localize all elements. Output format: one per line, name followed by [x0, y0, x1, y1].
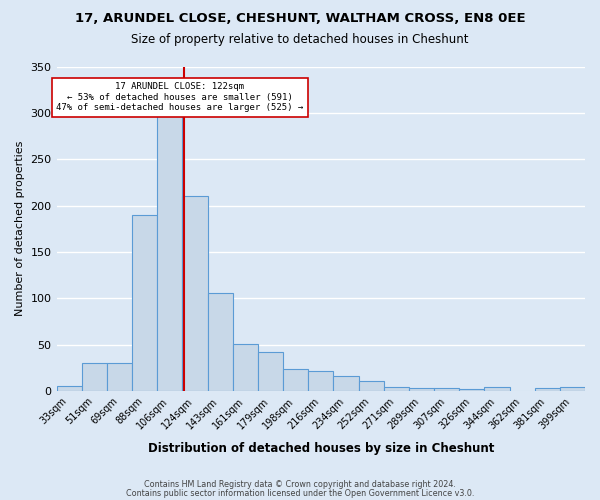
Bar	[409, 388, 434, 391]
Bar	[283, 369, 308, 391]
X-axis label: Distribution of detached houses by size in Cheshunt: Distribution of detached houses by size …	[148, 442, 494, 455]
Bar	[560, 388, 585, 391]
Bar	[484, 388, 509, 391]
Text: Contains public sector information licensed under the Open Government Licence v3: Contains public sector information licen…	[126, 488, 474, 498]
Bar	[208, 292, 233, 391]
Bar	[157, 94, 182, 391]
Bar	[308, 370, 334, 391]
Bar	[535, 388, 560, 391]
Bar	[459, 389, 484, 391]
Text: 17, ARUNDEL CLOSE, CHESHUNT, WALTHAM CROSS, EN8 0EE: 17, ARUNDEL CLOSE, CHESHUNT, WALTHAM CRO…	[74, 12, 526, 26]
Bar	[383, 388, 409, 391]
Y-axis label: Number of detached properties: Number of detached properties	[15, 141, 25, 316]
Bar	[359, 381, 383, 391]
Bar	[56, 386, 82, 391]
Bar	[182, 196, 208, 391]
Bar	[334, 376, 359, 391]
Text: Size of property relative to detached houses in Cheshunt: Size of property relative to detached ho…	[131, 32, 469, 46]
Bar	[107, 363, 132, 391]
Bar	[132, 215, 157, 391]
Bar	[258, 352, 283, 391]
Bar	[82, 363, 107, 391]
Bar	[233, 344, 258, 391]
Text: 17 ARUNDEL CLOSE: 122sqm
← 53% of detached houses are smaller (591)
47% of semi-: 17 ARUNDEL CLOSE: 122sqm ← 53% of detach…	[56, 82, 304, 112]
Bar	[434, 388, 459, 391]
Text: Contains HM Land Registry data © Crown copyright and database right 2024.: Contains HM Land Registry data © Crown c…	[144, 480, 456, 489]
